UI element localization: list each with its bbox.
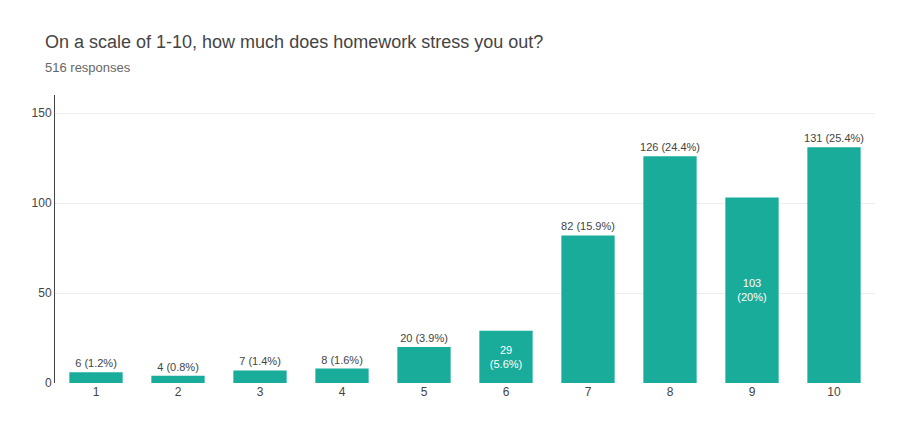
svg-text:8 (1.6%): 8 (1.6%) <box>321 354 363 366</box>
svg-text:50: 50 <box>38 286 52 300</box>
svg-text:29(5.6%): 29(5.6%) <box>490 344 522 370</box>
svg-text:516 responses: 516 responses <box>45 60 131 75</box>
svg-text:6: 6 <box>503 385 510 399</box>
svg-text:0: 0 <box>45 376 52 390</box>
svg-text:1: 1 <box>93 385 100 399</box>
svg-text:2: 2 <box>175 385 182 399</box>
svg-text:9: 9 <box>749 385 756 399</box>
svg-text:20 (3.9%): 20 (3.9%) <box>400 332 448 344</box>
svg-text:82 (15.9%): 82 (15.9%) <box>561 220 615 232</box>
svg-text:150: 150 <box>32 106 52 120</box>
svg-text:131 (25.4%): 131 (25.4%) <box>804 132 864 144</box>
svg-text:10: 10 <box>827 385 841 399</box>
svg-text:5: 5 <box>421 385 428 399</box>
svg-text:7 (1.4%): 7 (1.4%) <box>239 355 281 367</box>
svg-text:4: 4 <box>339 385 346 399</box>
svg-text:8: 8 <box>667 385 674 399</box>
svg-text:On a scale of 1-10, how much d: On a scale of 1-10, how much does homewo… <box>45 32 543 52</box>
svg-text:4 (0.8%): 4 (0.8%) <box>157 361 199 373</box>
svg-text:126 (24.4%): 126 (24.4%) <box>640 141 700 153</box>
svg-text:103(20%): 103(20%) <box>737 277 766 303</box>
svg-text:7: 7 <box>585 385 592 399</box>
svg-text:100: 100 <box>32 196 52 210</box>
svg-text:3: 3 <box>257 385 264 399</box>
svg-text:6 (1.2%): 6 (1.2%) <box>75 357 117 369</box>
